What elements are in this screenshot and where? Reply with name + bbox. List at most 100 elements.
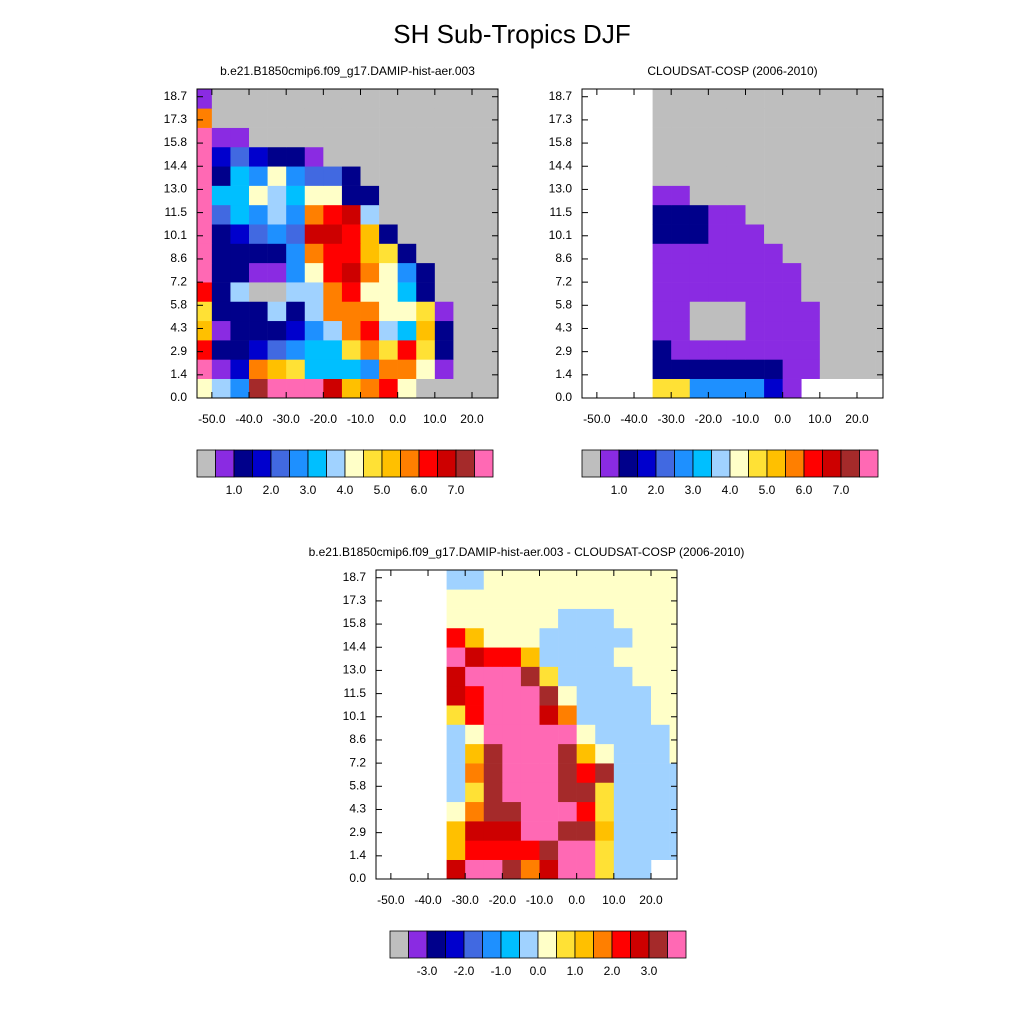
- cell: [465, 608, 485, 629]
- cell: [650, 608, 670, 629]
- cell: [782, 224, 802, 244]
- cell: [230, 340, 250, 360]
- cell: [453, 301, 473, 322]
- cell: [726, 378, 746, 398]
- cell: [819, 340, 839, 360]
- cell: [632, 801, 652, 822]
- y-tick-label: 0.0: [170, 390, 187, 404]
- cell: [453, 282, 473, 302]
- cell: [576, 627, 596, 648]
- cell: [341, 224, 361, 244]
- cell: [230, 127, 250, 148]
- cell: [650, 705, 670, 725]
- colorbar-label: 7.0: [448, 483, 465, 497]
- cell: [520, 627, 540, 648]
- cell: [323, 204, 343, 225]
- cell: [576, 570, 596, 590]
- cell: [397, 320, 417, 341]
- colorbar-label: 3.0: [300, 483, 317, 497]
- cell: [632, 627, 652, 648]
- y-tick-label: 17.3: [343, 593, 367, 607]
- cell: [304, 108, 324, 128]
- x-tick-label: -10.0: [347, 412, 375, 426]
- cell: [197, 224, 213, 244]
- cell: [304, 89, 324, 109]
- cell: [397, 108, 417, 128]
- cell: [838, 224, 858, 244]
- cell: [286, 166, 306, 186]
- cell: [558, 801, 577, 822]
- cell: [230, 262, 250, 283]
- cell: [819, 204, 839, 225]
- cell: [838, 89, 858, 109]
- cell: [726, 262, 746, 283]
- y-tick-label: 11.5: [165, 205, 188, 219]
- cell: [632, 685, 652, 706]
- cell: [490, 301, 498, 322]
- cell: [520, 685, 540, 706]
- cell: [856, 185, 876, 206]
- cell: [249, 340, 268, 360]
- cell: [304, 301, 324, 322]
- cell: [708, 127, 728, 148]
- cell: [416, 146, 436, 167]
- cell: [708, 108, 728, 128]
- cell: [838, 108, 858, 128]
- cell: [416, 127, 436, 148]
- cell: [745, 224, 765, 244]
- y-tick-label: 0.0: [555, 390, 572, 404]
- cell: [650, 685, 670, 706]
- cell: [249, 301, 268, 322]
- cell: [782, 108, 802, 128]
- x-tick-label: 10.0: [808, 412, 832, 426]
- cell: [671, 204, 691, 225]
- cell: [453, 185, 473, 206]
- cell: [819, 127, 839, 148]
- cell: [453, 166, 473, 186]
- cell: [197, 204, 213, 225]
- colorbar-box: [729, 449, 749, 478]
- y-tick-label: 15.8: [164, 135, 188, 149]
- x-tick-label: 0.0: [774, 412, 791, 426]
- cell: [875, 282, 883, 302]
- cell: [471, 243, 491, 264]
- cell: [360, 166, 380, 186]
- cell: [453, 262, 473, 283]
- cell: [341, 340, 361, 360]
- colorbar-box: [840, 449, 860, 478]
- cell: [838, 282, 858, 302]
- colorbar-box: [389, 930, 409, 959]
- colorbar: 1.0 2.0 3.0 4.0 5.0 6.0 7.0: [581, 449, 879, 497]
- y-tick-label: 14.4: [343, 639, 367, 653]
- cell: [416, 166, 436, 186]
- cell: [502, 647, 522, 667]
- cell: [249, 204, 268, 225]
- cell: [632, 570, 652, 590]
- cell: [875, 359, 883, 379]
- cell: [267, 185, 287, 206]
- cell: [539, 627, 559, 648]
- cell: [323, 185, 343, 206]
- cell: [249, 243, 268, 264]
- cell: [397, 185, 417, 206]
- cell: [465, 705, 485, 725]
- cell: [650, 589, 670, 609]
- cell: [856, 243, 876, 264]
- cell: [397, 127, 417, 148]
- cell: [267, 166, 287, 186]
- cell: [483, 608, 503, 629]
- y-tick-label: 1.4: [349, 848, 366, 862]
- cell: [453, 359, 473, 379]
- cell: [416, 378, 436, 398]
- cell: [490, 262, 498, 283]
- cell: [197, 320, 213, 341]
- cell: [483, 647, 503, 667]
- colorbar-box: [611, 930, 631, 959]
- cell: [671, 320, 691, 341]
- cell: [267, 359, 287, 379]
- cell: [446, 859, 466, 879]
- cell: [249, 262, 268, 283]
- cell: [652, 204, 672, 225]
- cell: [397, 146, 417, 167]
- cell: [267, 146, 287, 167]
